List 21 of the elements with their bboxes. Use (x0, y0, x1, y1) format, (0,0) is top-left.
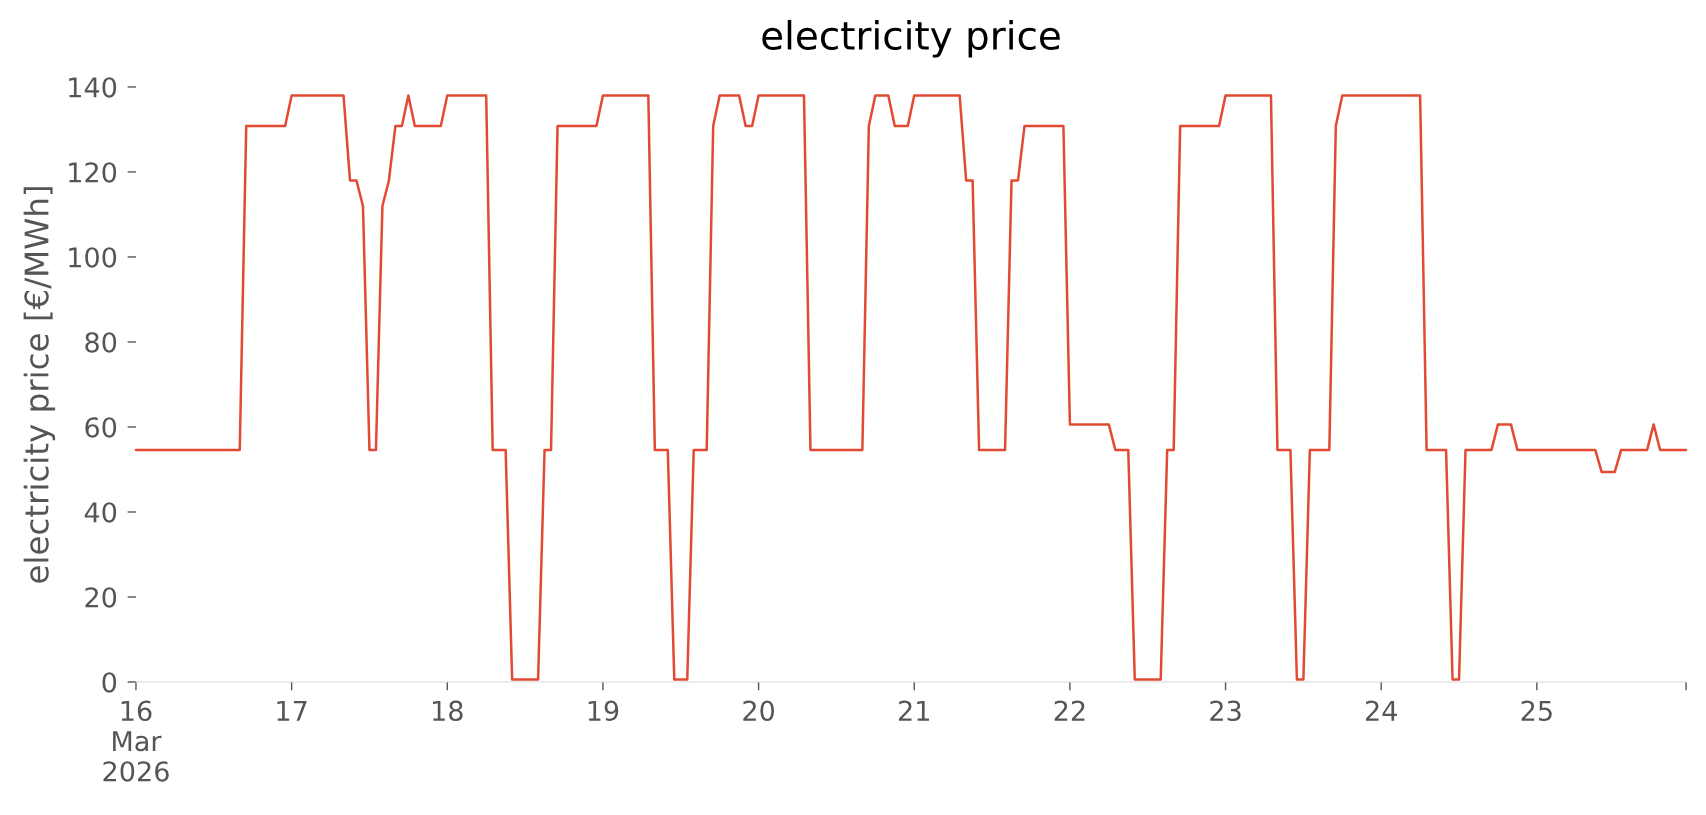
y-tick-label: 20 (85, 587, 117, 608)
x-tick-label: 16 Mar 2026 (103, 700, 169, 782)
x-tick-label: 21 (899, 700, 929, 721)
y-tick-label: 80 (85, 332, 117, 353)
x-tick-label: 23 (1210, 700, 1241, 722)
x-tick-label: 24 (1365, 700, 1397, 721)
y-tick-label: 140 (69, 77, 117, 98)
y-tick-label: 120 (69, 162, 117, 183)
x-tick-label: 19 (588, 700, 619, 722)
x-tick-label: 17 (277, 700, 307, 721)
chart-title: electricity price (762, 19, 1060, 58)
y-tick-label: 0 (102, 672, 117, 693)
y-tick-label: 40 (84, 502, 117, 523)
y-axis-title: electricity price [€/MWh] (23, 187, 56, 583)
x-tick-label: 20 (743, 700, 775, 722)
line-series (134, 94, 1688, 681)
y-tick-label: 60 (85, 417, 117, 438)
x-tick-label: 22 (1054, 700, 1085, 721)
x-tick-label: 25 (1521, 700, 1552, 722)
y-tick-label: 100 (69, 247, 117, 268)
x-tick-label: 18 (433, 700, 463, 722)
